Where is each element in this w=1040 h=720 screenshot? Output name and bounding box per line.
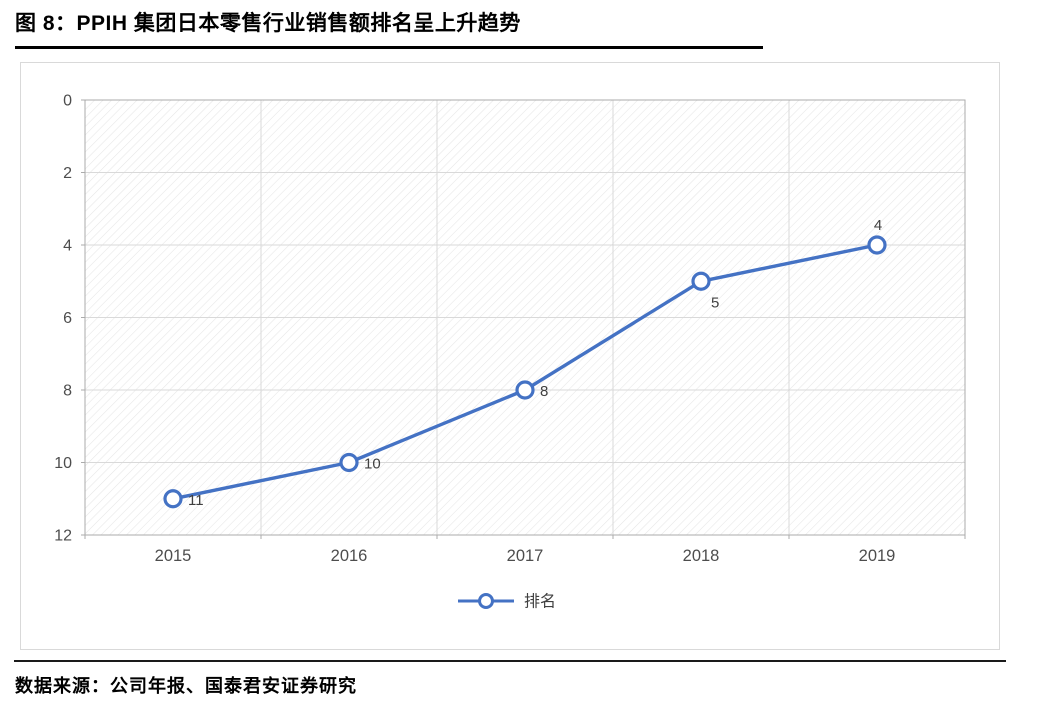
data-point-marker bbox=[515, 380, 535, 400]
figure-title: 图 8：PPIH 集团日本零售行业销售额排名呈上升趋势 bbox=[15, 12, 521, 35]
data-point-marker bbox=[691, 271, 711, 291]
x-tick-label: 2015 bbox=[155, 547, 192, 565]
x-tick-label: 2017 bbox=[507, 547, 544, 565]
data-point-marker bbox=[163, 489, 183, 509]
x-tick-label: 2018 bbox=[683, 547, 720, 565]
chart-frame: 0 2 4 6 8 10 12 2015 2016 2017 2018 2019 11 10 8 5 4 排名 bbox=[20, 62, 1000, 650]
data-source-note: 数据来源：公司年报、国泰君安证券研究 bbox=[15, 676, 357, 696]
legend-label: 排名 bbox=[524, 593, 556, 611]
y-tick-label: 0 bbox=[63, 93, 72, 110]
legend-marker bbox=[478, 593, 494, 609]
y-tick-label: 2 bbox=[63, 165, 72, 182]
data-label: 11 bbox=[188, 492, 204, 509]
series-markers bbox=[163, 235, 887, 509]
y-tick-label: 12 bbox=[54, 528, 72, 545]
data-label: 10 bbox=[364, 456, 381, 473]
axis-ticks bbox=[81, 99, 966, 539]
y-tick-label: 4 bbox=[63, 238, 72, 255]
data-label: 4 bbox=[874, 217, 882, 234]
x-axis-labels: 2015 2016 2017 2018 2019 bbox=[155, 547, 896, 565]
y-tick-label: 10 bbox=[54, 455, 72, 472]
figure-header: 图 8：PPIH 集团日本零售行业销售额排名呈上升趋势 bbox=[15, 7, 763, 49]
x-tick-label: 2016 bbox=[331, 547, 368, 565]
data-label: 8 bbox=[540, 383, 548, 400]
legend: 排名 bbox=[458, 593, 556, 611]
data-point-marker bbox=[339, 452, 359, 473]
data-labels: 11 10 8 5 4 bbox=[188, 217, 882, 509]
ranking-line-chart: 0 2 4 6 8 10 12 2015 2016 2017 2018 2019 11 10 8 5 4 排名 bbox=[54, 93, 966, 611]
footer-divider bbox=[14, 660, 1006, 662]
x-tick-label: 2019 bbox=[859, 547, 896, 565]
y-tick-label: 8 bbox=[63, 383, 72, 400]
data-point-marker bbox=[867, 235, 887, 255]
data-label: 5 bbox=[711, 294, 719, 311]
y-axis-labels: 0 2 4 6 8 10 12 bbox=[54, 93, 72, 545]
y-tick-label: 6 bbox=[63, 310, 72, 327]
